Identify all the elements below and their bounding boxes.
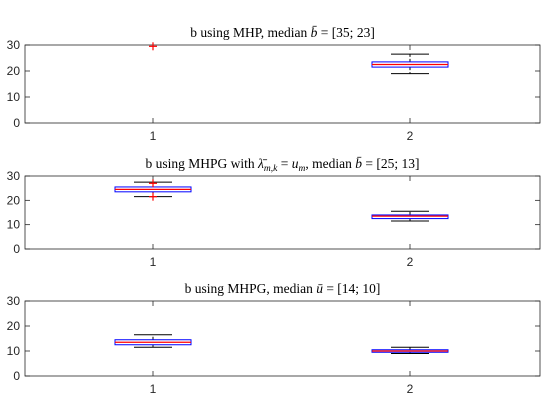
y-tick-label: 0 <box>13 369 20 383</box>
y-tick-label: 10 <box>7 218 21 232</box>
x-tick-label: 2 <box>407 129 414 143</box>
x-tick-label: 2 <box>407 255 414 269</box>
x-tick-label: 2 <box>407 382 414 396</box>
chart-panel-3: b using MHPG, median ū = [14; 10] 0 10 20 30… <box>7 281 541 396</box>
title-part: b̄ <box>311 25 318 40</box>
y-tick-label: 30 <box>7 38 21 52</box>
y-tick-label: 0 <box>13 116 20 130</box>
axes-box <box>24 175 541 250</box>
chart-title: b using MHPG with λ̄m,k = um, median b̄ … <box>146 156 420 174</box>
chart-title: b using MHPG, median ū = [14; 10] <box>185 281 381 296</box>
title-part: b̄ <box>355 156 362 171</box>
y-tick-label: 20 <box>7 64 21 78</box>
title-part: = [35; 23] <box>317 25 374 40</box>
box-2 <box>371 346 449 354</box>
axes-box <box>24 44 541 124</box>
axes-box <box>24 300 541 377</box>
title-part: ū <box>316 281 323 296</box>
plot-area <box>371 53 449 75</box>
y-tick-label: 10 <box>7 344 21 358</box>
outlier-marker <box>149 42 157 51</box>
y-tick-label: 10 <box>7 90 21 104</box>
title-part: , median <box>305 156 355 171</box>
box-2 <box>371 210 449 222</box>
title-part: b using MHP, median <box>190 25 310 40</box>
plot-area <box>114 181 449 222</box>
y-tick-label: 0 <box>13 242 20 256</box>
title-part: = <box>277 156 291 171</box>
box-2 <box>371 53 449 75</box>
title-part: m <box>298 164 305 174</box>
y-tick-label: 20 <box>7 193 21 207</box>
x-tick-label: 1 <box>150 255 157 269</box>
chart-title: b using MHP, median b̄ = [35; 23] <box>190 25 375 40</box>
outlier-marker <box>149 179 157 188</box>
y-tick-label: 20 <box>7 319 21 333</box>
title-part: b using MHPG with <box>146 156 259 171</box>
title-part: = [25; 13] <box>362 156 419 171</box>
title-part: = [14; 10] <box>323 281 380 296</box>
outlier-marker <box>149 192 157 201</box>
box-1 <box>114 334 192 348</box>
title-part: b using MHPG, median <box>185 281 317 296</box>
title-part: u <box>292 156 299 171</box>
iqr-box <box>371 214 449 220</box>
y-tick-label: 30 <box>7 294 21 308</box>
y-tick-label: 30 <box>7 169 21 183</box>
plot-area <box>114 334 449 354</box>
x-tick-label: 1 <box>150 382 157 396</box>
chart-panel-2: b using MHPG with λ̄m,k = um, median b̄ … <box>7 156 541 269</box>
chart-panel-1: b using MHP, median b̄ = [35; 23] 0 10 20 30… <box>7 25 541 143</box>
x-tick-label: 1 <box>150 129 157 143</box>
title-part: m,k <box>264 164 278 174</box>
title-part: λ̄ <box>257 156 268 171</box>
